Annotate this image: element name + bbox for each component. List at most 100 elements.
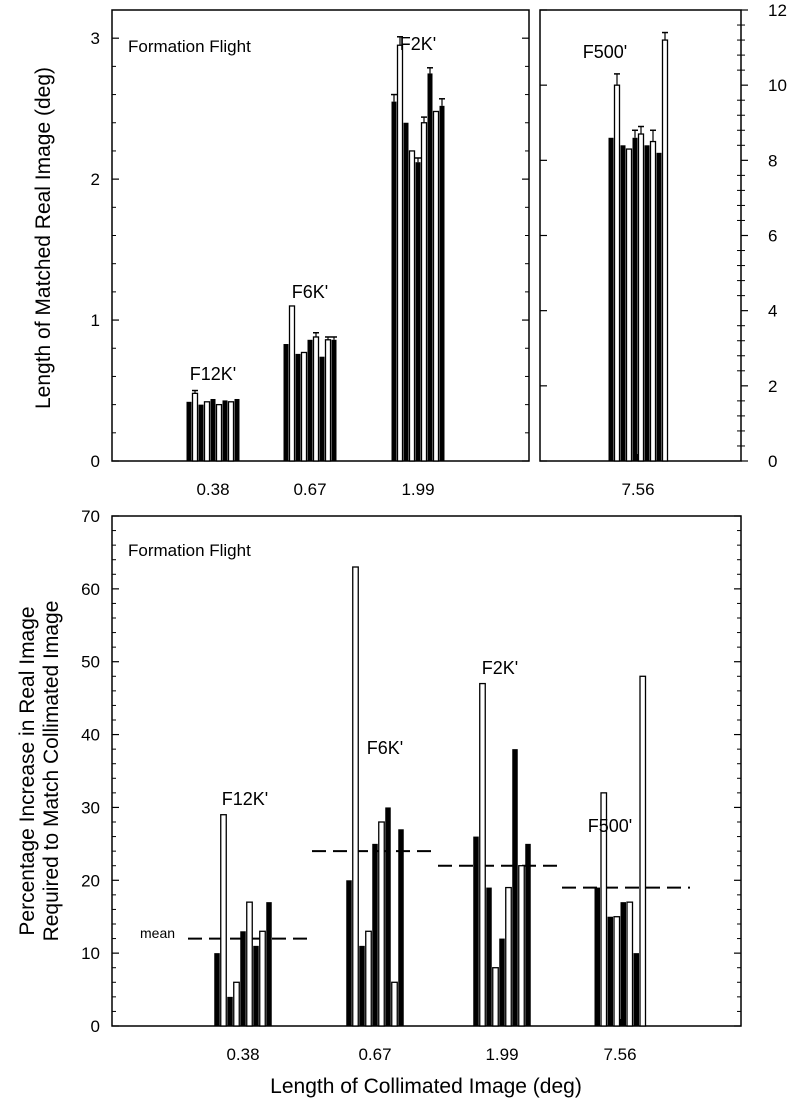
bar	[633, 953, 639, 1026]
group-label-f12k-top: F12K'	[190, 364, 236, 384]
bar	[408, 150, 416, 462]
x-tick-label-0-38-top: 0.38	[196, 480, 229, 499]
plot-frame-bottom	[111, 515, 742, 1027]
panel-top-left: 0 1 2 3 Formation Flight F2K' F6K' F12K' 0.…	[32, 9, 530, 499]
y-tick-label: 12	[768, 1, 787, 20]
bar	[378, 821, 385, 1027]
bar	[518, 865, 525, 1027]
bar	[625, 148, 633, 462]
y-tick-label: 6	[768, 227, 777, 246]
group-label-f2k-top: F2K'	[400, 34, 436, 54]
group-label-f6k-bottom: F6K'	[367, 738, 403, 758]
bar	[186, 401, 192, 461]
bar	[391, 101, 397, 461]
y-tick-label: 10	[768, 76, 787, 95]
bar	[403, 122, 409, 461]
y-tick-label: 0	[768, 452, 777, 471]
y-tick-label: 0	[91, 452, 100, 471]
bar	[259, 930, 266, 1027]
bar	[427, 73, 433, 461]
bar	[473, 836, 479, 1026]
bar	[499, 938, 505, 1026]
bar	[222, 400, 228, 461]
y-axis-top-right: 0 2 4 6 8 10 12	[540, 1, 787, 471]
bar	[626, 901, 634, 1027]
bar	[295, 353, 301, 461]
group-label-f500-bottom: F500'	[588, 816, 632, 836]
bar	[372, 843, 378, 1026]
x-tick-label-7-56-top: 7.56	[621, 480, 654, 499]
bar	[396, 44, 404, 462]
y-axis-label-bottom-line2: Required to Match Collimated Image	[40, 601, 63, 942]
bar	[253, 945, 259, 1026]
bar	[246, 901, 253, 1027]
x-tick-label-0-67-bottom: 0.67	[358, 1045, 391, 1064]
bar	[420, 122, 428, 462]
bar	[198, 404, 204, 461]
bar	[210, 398, 216, 461]
group-label-f12k-bottom: F12K'	[222, 789, 268, 809]
bar	[391, 981, 398, 1027]
bar	[324, 339, 332, 462]
mean-annotation: mean	[140, 925, 175, 941]
bar	[214, 953, 220, 1026]
y-tick-label: 3	[91, 29, 100, 48]
bar	[639, 675, 647, 1027]
bar	[266, 902, 272, 1026]
y-tick-label: 50	[81, 653, 100, 672]
bar	[288, 305, 296, 462]
bar	[227, 401, 235, 462]
panel-title-bottom: Formation Flight	[128, 541, 251, 560]
bar	[492, 967, 499, 1027]
y-tick-label: 10	[81, 944, 100, 963]
y-tick-label: 2	[768, 377, 777, 396]
bar	[432, 110, 440, 462]
y-tick-label: 60	[81, 580, 100, 599]
y-tick-label: 70	[81, 507, 100, 526]
bar	[644, 145, 650, 462]
y-tick-label: 20	[81, 871, 100, 890]
group-label-f2k-bottom: F2K'	[482, 658, 518, 678]
y-axis-top-left: 0 1 2 3	[91, 29, 529, 471]
bar	[613, 84, 621, 462]
bar	[415, 162, 421, 461]
bar	[505, 886, 512, 1027]
bar	[525, 843, 531, 1026]
bar	[512, 749, 518, 1026]
group-label-f500-top: F500'	[583, 42, 627, 62]
bar	[649, 140, 657, 462]
bar	[486, 887, 492, 1026]
bar	[359, 945, 365, 1026]
x-tick-label-1-99-top: 1.99	[401, 480, 434, 499]
x-axis-label: Length of Collimated Image (deg)	[270, 1075, 582, 1098]
bar	[439, 105, 445, 462]
bar	[300, 351, 308, 462]
y-axis-label-bottom-line1: Percentage Increase in Real Image	[16, 606, 39, 935]
bar	[307, 339, 313, 461]
bar	[215, 403, 223, 462]
bar	[600, 792, 608, 1027]
bar	[346, 880, 352, 1026]
bar	[632, 137, 638, 462]
x-tick-label-7-56-bottom: 7.56	[603, 1045, 636, 1064]
bar	[312, 336, 320, 462]
y-tick-label: 2	[91, 170, 100, 189]
bar	[365, 930, 372, 1027]
bar	[240, 931, 246, 1026]
bar	[385, 807, 391, 1026]
bar	[613, 916, 621, 1027]
bar	[637, 133, 645, 462]
y-tick-label: 30	[81, 798, 100, 817]
group-label-f6k-top: F6K'	[292, 282, 328, 302]
bar	[620, 902, 626, 1026]
bar	[608, 137, 614, 462]
y-tick-label: 0	[91, 1017, 100, 1036]
bar	[191, 392, 199, 462]
x-tick-label-1-99-bottom: 1.99	[485, 1045, 518, 1064]
bars-bottom	[214, 566, 647, 1027]
y-tick-label: 1	[91, 311, 100, 330]
bar	[656, 152, 662, 462]
y-axis-label-top: Length of Matched Real Image (deg)	[32, 67, 55, 409]
bar	[234, 398, 240, 461]
